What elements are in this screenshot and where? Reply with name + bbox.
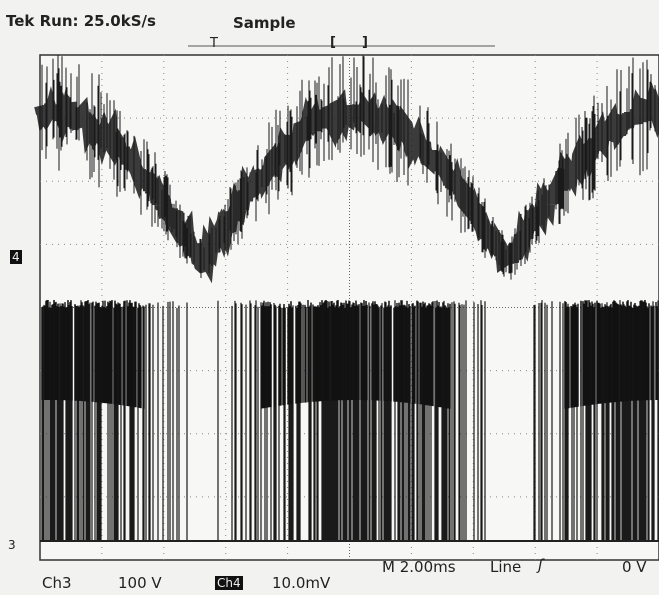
- window-right: ]: [362, 35, 368, 50]
- status: Tek Run: 25.0kS/s: [6, 12, 156, 30]
- trigger-source: Line: [490, 558, 522, 576]
- trigger-pos: T: [210, 36, 218, 51]
- waveforms: [34, 55, 659, 542]
- timebase: M 2.00ms: [382, 558, 456, 576]
- trigger-slope: ʃ: [538, 556, 544, 574]
- ch3-marker: 3: [8, 538, 16, 552]
- ch4-scale: 10.0mV: [272, 574, 331, 592]
- ch4-marker: 4: [10, 250, 22, 264]
- ch4-label: Ch4: [215, 576, 243, 590]
- acq-mode: Sample: [233, 14, 296, 32]
- trigger-level: 0 V: [622, 558, 647, 576]
- ch3-label: Ch3: [42, 574, 72, 592]
- ch3-pwm-lines: [41, 300, 659, 540]
- ch3-scale: 100 V: [118, 574, 162, 592]
- ch4-trace-spikes: [41, 55, 656, 280]
- window-left: [: [330, 35, 336, 50]
- ch3-pwm-dense: [41, 300, 658, 409]
